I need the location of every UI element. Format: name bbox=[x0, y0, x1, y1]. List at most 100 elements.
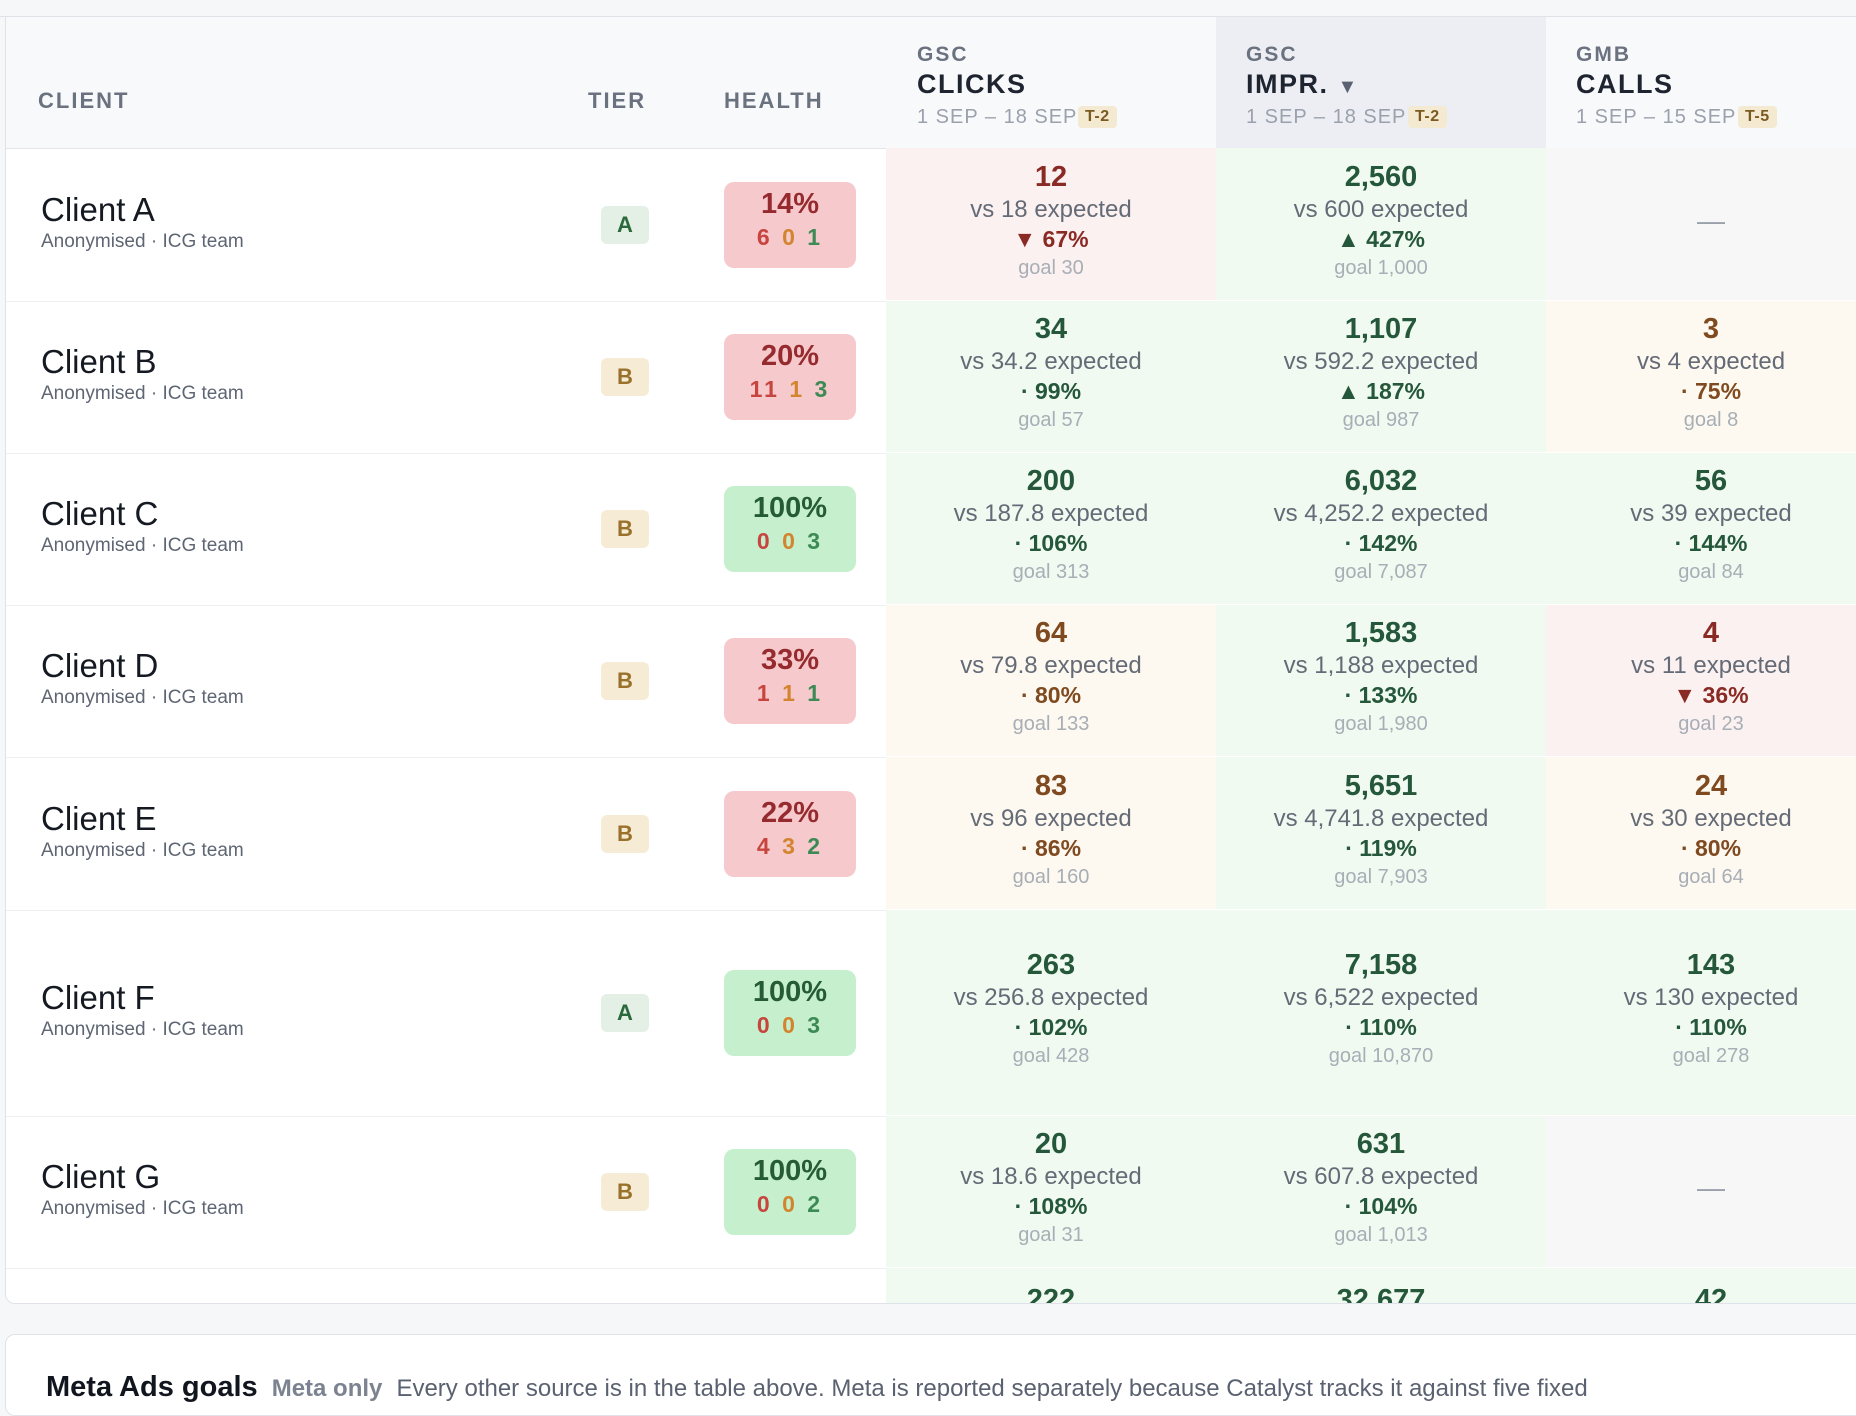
cell-gmb-calls[interactable]: 4 vs 11 expected ▼ 36% goal 23 bbox=[1546, 605, 1856, 756]
health-percent: 100% bbox=[752, 492, 828, 524]
metric-expected: vs 600 expected bbox=[1293, 195, 1469, 223]
cell-gsc-clicks[interactable]: 20 vs 18.6 expected · 108% goal 31 bbox=[886, 1116, 1216, 1267]
metric-stack: 24 vs 30 expected · 80% goal 64 bbox=[1546, 770, 1856, 889]
metric-value: 32,677 bbox=[1336, 1284, 1426, 1304]
table-row[interactable]: Client C Anonymised · ICG team B 100% 0 0 3 2… bbox=[6, 453, 1856, 606]
cell-gsc-impressions: 32,677 bbox=[1216, 1268, 1546, 1304]
cell-gmb-calls[interactable]: 56 vs 39 expected · 144% goal 84 bbox=[1546, 453, 1856, 604]
client-name[interactable]: Client C bbox=[41, 495, 159, 532]
metric-goal: goal 23 bbox=[1678, 713, 1744, 735]
metric-stack: 6,032 vs 4,252.2 expected · 142% goal 7,087 bbox=[1216, 465, 1546, 584]
count-green: 3 bbox=[814, 376, 831, 402]
empty-dash: — bbox=[1697, 204, 1725, 236]
table-row[interactable]: Client D Anonymised · ICG team B 33% 1 1 1 64… bbox=[6, 605, 1856, 758]
metric-value: 2,560 bbox=[1344, 160, 1418, 193]
metric-expected: vs 79.8 expected bbox=[960, 652, 1142, 679]
tier-badge: A bbox=[601, 994, 649, 1032]
header-metric: CLICKS bbox=[917, 69, 1027, 99]
cell-gsc-impressions[interactable]: 1,583 vs 1,188 expected · 133% goal 1,980 bbox=[1216, 605, 1546, 756]
meta-title-text: Meta Ads goals bbox=[46, 1371, 258, 1403]
cell-gsc-clicks[interactable]: 34 vs 34.2 expected · 99% goal 57 bbox=[886, 301, 1216, 452]
metric-goal: goal 1,000 bbox=[1334, 256, 1428, 279]
cell-gsc-impressions[interactable]: 5,651 vs 4,741.8 expected · 119% goal 7,903 bbox=[1216, 757, 1546, 909]
metric-expected: vs 4 expected bbox=[1636, 348, 1786, 375]
metric-expected: vs 18 expected bbox=[970, 195, 1132, 223]
metric-goal: goal 1,013 bbox=[1334, 1224, 1428, 1246]
client-name[interactable]: Client F bbox=[41, 979, 155, 1016]
metric-goal: goal 8 bbox=[1683, 409, 1739, 431]
header-source: GSC bbox=[917, 43, 969, 66]
cell-gsc-impressions[interactable]: 2,560 vs 600 expected ▲ 427% goal 1,000 bbox=[1216, 148, 1546, 300]
header-health[interactable]: HEALTH bbox=[724, 88, 824, 113]
metric-value: 7,158 bbox=[1344, 949, 1418, 981]
cell-gsc-clicks[interactable]: 12 vs 18 expected ▼ 67% goal 30 bbox=[886, 148, 1216, 300]
cell-gsc-clicks[interactable]: 200 vs 187.8 expected · 106% goal 313 bbox=[886, 453, 1216, 604]
health-percent: 100% bbox=[752, 976, 828, 1008]
cell-gmb-calls[interactable]: — bbox=[1546, 1116, 1856, 1267]
health-counts: 0 0 3 bbox=[724, 1012, 856, 1039]
health-badge[interactable]: 100% 0 0 3 bbox=[724, 970, 856, 1056]
header-source: GSC bbox=[1246, 43, 1298, 66]
metric-expected: vs 4,741.8 expected bbox=[1273, 804, 1489, 832]
metric-stack: 20 vs 18.6 expected · 108% goal 31 bbox=[886, 1128, 1216, 1247]
health-badge[interactable]: 20% 11 1 3 bbox=[724, 334, 856, 420]
cell-gsc-impressions[interactable]: 631 vs 607.8 expected · 104% goal 1,013 bbox=[1216, 1116, 1546, 1267]
metric-expected: vs 39 expected bbox=[1630, 500, 1792, 527]
header-client[interactable]: CLIENT bbox=[38, 88, 130, 113]
table-row[interactable]: Client E Anonymised · ICG team B 22% 4 3 2 83… bbox=[6, 757, 1856, 911]
cell-gsc-clicks[interactable]: 263 vs 256.8 expected · 102% goal 428 bbox=[886, 910, 1216, 1115]
table-row[interactable]: Client F Anonymised · ICG team A 100% 0 0 3 2… bbox=[6, 910, 1856, 1117]
cell-gmb-calls[interactable]: 24 vs 30 expected · 80% goal 64 bbox=[1546, 757, 1856, 909]
health-percent: 20% bbox=[760, 340, 820, 372]
meta-only-tag: Meta only bbox=[271, 1375, 383, 1402]
client-name[interactable]: Client E bbox=[41, 799, 157, 837]
table-row[interactable]: Client A Anonymised · ICG team A 14% 6 0 1 12… bbox=[6, 148, 1856, 302]
health-badge[interactable]: 100% 0 0 3 bbox=[724, 486, 856, 572]
cell-gsc-clicks: 222 bbox=[886, 1268, 1216, 1303]
table-row-partial[interactable]: 222 32,677 42 bbox=[6, 1268, 1856, 1304]
client-name[interactable]: Client G bbox=[41, 1158, 161, 1195]
header-tier[interactable]: TIER bbox=[588, 88, 647, 113]
metric-expected: vs 187.8 expected bbox=[953, 500, 1149, 527]
cell-gmb-calls[interactable]: 143 vs 130 expected · 110% goal 278 bbox=[1546, 910, 1856, 1115]
top-border bbox=[0, 0, 1856, 17]
health-badge[interactable]: 22% 4 3 2 bbox=[724, 790, 856, 877]
metric-goal: goal 31 bbox=[1018, 1224, 1084, 1246]
health-badge[interactable]: 100% 0 0 2 bbox=[724, 1149, 856, 1235]
empty-dash: — bbox=[1697, 1172, 1725, 1203]
health-badge[interactable]: 33% 1 1 1 bbox=[724, 638, 856, 724]
cell-gsc-clicks[interactable]: 83 vs 96 expected · 86% goal 160 bbox=[886, 757, 1216, 909]
cell-gmb-calls: 42 bbox=[1546, 1268, 1856, 1304]
metric-pace-percent: · 106% bbox=[1014, 530, 1088, 556]
count-green: 1 bbox=[807, 223, 824, 250]
client-name[interactable]: Client A bbox=[41, 190, 155, 228]
metric-value: 4 bbox=[1702, 617, 1720, 649]
metric-expected: vs 11 expected bbox=[1631, 652, 1791, 679]
cell-gsc-impressions[interactable]: 1,107 vs 592.2 expected ▲ 187% goal 987 bbox=[1216, 301, 1546, 452]
sort-desc-icon[interactable]: ▼ bbox=[1337, 76, 1359, 98]
client-name[interactable]: Client D bbox=[41, 647, 159, 684]
metric-value: 20 bbox=[1034, 1128, 1068, 1160]
health-percent: 14% bbox=[760, 187, 820, 220]
cell-gsc-impressions[interactable]: 6,032 vs 4,252.2 expected · 142% goal 7,087 bbox=[1216, 453, 1546, 604]
cell-gsc-clicks[interactable]: 64 vs 79.8 expected · 80% goal 133 bbox=[886, 605, 1216, 756]
cell-gmb-calls[interactable]: — bbox=[1546, 148, 1856, 300]
client-subtitle: Anonymised · ICG team bbox=[41, 230, 244, 252]
metric-value: 42 bbox=[1694, 1284, 1728, 1304]
metric-pace-percent: ▲ 427% bbox=[1337, 225, 1425, 252]
metric-pace-percent: · 119% bbox=[1345, 834, 1417, 861]
metric-value: 5,651 bbox=[1344, 769, 1418, 802]
cell-gmb-calls[interactable]: 3 vs 4 expected · 75% goal 8 bbox=[1546, 301, 1856, 452]
metric-value: 34 bbox=[1034, 313, 1068, 345]
lag-badge: T-2 bbox=[1408, 106, 1447, 128]
count-orange: 1 bbox=[789, 376, 806, 402]
count-red: 0 bbox=[756, 1012, 773, 1038]
client-name[interactable]: Client B bbox=[41, 343, 157, 380]
metric-value: 200 bbox=[1026, 465, 1076, 497]
metric-pace-percent: ▼ 67% bbox=[1013, 225, 1089, 252]
header-source: GMB bbox=[1576, 43, 1631, 66]
cell-gsc-impressions[interactable]: 7,158 vs 6,522 expected · 110% goal 10,870 bbox=[1216, 910, 1546, 1115]
health-badge[interactable]: 14% 6 0 1 bbox=[724, 181, 856, 268]
